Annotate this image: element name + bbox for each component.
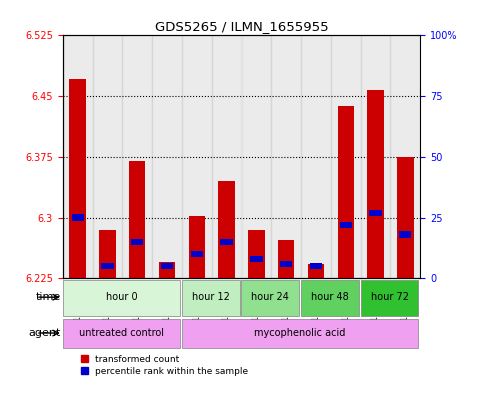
Bar — [301, 35, 331, 278]
Text: untreated control: untreated control — [79, 328, 164, 338]
Bar — [242, 280, 299, 316]
Bar — [361, 35, 390, 278]
Bar — [331, 35, 361, 278]
Bar — [397, 157, 413, 278]
Title: GDS5265 / ILMN_1655955: GDS5265 / ILMN_1655955 — [155, 20, 328, 33]
Bar — [182, 35, 212, 278]
Bar — [242, 35, 271, 278]
Bar — [131, 239, 143, 245]
Bar — [301, 280, 359, 316]
Bar — [361, 280, 418, 316]
Bar — [63, 280, 180, 316]
Bar — [308, 264, 324, 278]
Text: agent: agent — [28, 328, 61, 338]
Bar — [390, 35, 420, 278]
Bar — [159, 262, 175, 278]
Bar — [189, 216, 205, 278]
Bar — [122, 35, 152, 278]
Bar — [99, 230, 115, 278]
Bar — [248, 230, 265, 278]
Text: hour 72: hour 72 — [370, 292, 409, 302]
Bar — [278, 240, 294, 278]
Bar — [182, 280, 240, 316]
Text: hour 0: hour 0 — [106, 292, 137, 302]
Bar — [250, 256, 263, 262]
Bar — [399, 231, 412, 238]
Bar — [182, 320, 418, 348]
Bar — [63, 35, 93, 278]
Bar — [218, 181, 235, 278]
Bar — [271, 35, 301, 278]
Bar — [63, 320, 180, 348]
Text: hour 24: hour 24 — [252, 292, 289, 302]
Bar — [93, 35, 122, 278]
Bar — [212, 35, 242, 278]
Text: mycophenolic acid: mycophenolic acid — [255, 328, 346, 338]
Text: time: time — [36, 292, 61, 302]
Bar — [70, 79, 86, 278]
Text: hour 12: hour 12 — [192, 292, 230, 302]
Bar — [101, 263, 114, 269]
Bar — [152, 35, 182, 278]
Bar — [338, 106, 354, 278]
Bar — [369, 209, 382, 216]
Bar — [310, 263, 322, 269]
Bar — [71, 215, 84, 220]
Bar — [220, 239, 233, 245]
Bar — [340, 222, 352, 228]
Legend: transformed count, percentile rank within the sample: transformed count, percentile rank withi… — [78, 352, 251, 378]
Bar — [161, 263, 173, 269]
Bar — [191, 251, 203, 257]
Bar — [280, 261, 292, 267]
Bar — [368, 90, 384, 278]
Bar — [129, 161, 145, 278]
Text: hour 48: hour 48 — [311, 292, 349, 302]
